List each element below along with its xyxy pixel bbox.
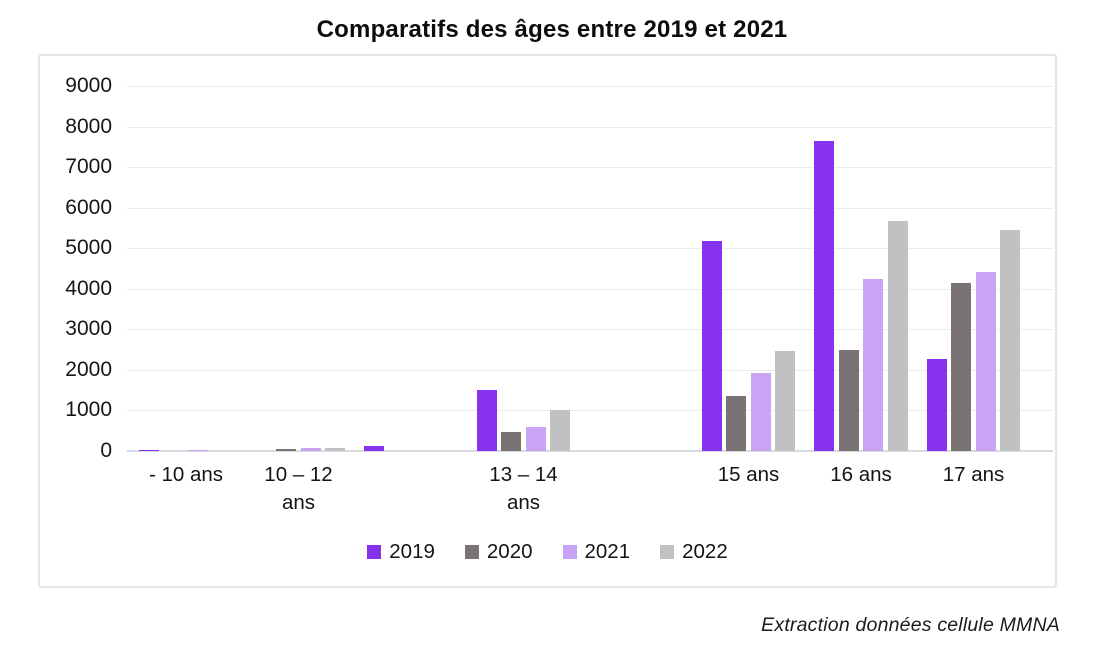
plot-area: 0 1000 2000 3000 4000 5000 6000 7000 8000 9000 - 1… bbox=[40, 56, 1055, 586]
bar-2022-slot-2 bbox=[325, 448, 346, 451]
y-tick-1000: 1000 bbox=[65, 398, 112, 422]
legend-swatch-2021 bbox=[562, 545, 577, 559]
x-label-17 ans: 17 ans bbox=[942, 463, 1005, 486]
legend-item-2020: 2020 bbox=[464, 540, 533, 564]
bar-2021-slot-6 bbox=[750, 373, 771, 451]
bar-2021-slot-8 bbox=[975, 272, 996, 451]
y-tick-5000: 5000 bbox=[65, 236, 112, 260]
y-tick-6000: 6000 bbox=[65, 195, 112, 219]
y-tick-8000: 8000 bbox=[65, 114, 112, 138]
legend-item-2021: 2021 bbox=[562, 540, 631, 564]
gridline-9000 bbox=[127, 86, 1053, 87]
bar-2020-slot-2 bbox=[276, 449, 297, 451]
bar-2021-slot-2 bbox=[300, 448, 321, 451]
legend-swatch-2022 bbox=[660, 545, 675, 559]
y-tick-0: 0 bbox=[100, 439, 112, 462]
y-tick-7000: 7000 bbox=[65, 155, 112, 179]
x-label-10 – 12 ans: 10 – 12 ans bbox=[264, 463, 333, 514]
bar-2021-slot-4 bbox=[525, 427, 546, 451]
y-tick-4000: 4000 bbox=[65, 276, 112, 300]
bar-2020-slot-4 bbox=[501, 432, 522, 451]
legend-label-2019: 2019 bbox=[389, 540, 435, 563]
gridline-5000 bbox=[127, 248, 1053, 250]
bar-2021-slot-7 bbox=[863, 279, 884, 451]
bar-2022-slot-7 bbox=[887, 221, 908, 451]
y-tick-3000: 3000 bbox=[65, 317, 112, 341]
chart-title: Comparatifs des âges entre 2019 et 2021 bbox=[316, 16, 788, 43]
gridline-3000 bbox=[127, 329, 1053, 331]
legend-swatch-2020 bbox=[464, 545, 479, 559]
legend-swatch-2019 bbox=[367, 545, 382, 559]
gridline-8000 bbox=[127, 126, 1053, 128]
bar-2021-slot-1 bbox=[188, 450, 209, 451]
gridline-4000 bbox=[127, 288, 1053, 290]
gridline-1000 bbox=[127, 410, 1053, 412]
x-label-13 – 14 ans: 13 – 14 ans bbox=[489, 463, 558, 514]
legend: 2019 2020 2021 2022 bbox=[40, 540, 1055, 564]
legend-item-2019: 2019 bbox=[367, 540, 435, 564]
bar-2020-slot-7 bbox=[838, 350, 859, 451]
bar-2020-slot-6 bbox=[726, 396, 747, 451]
gridline-7000 bbox=[127, 167, 1053, 169]
chart-frame: 0 1000 2000 3000 4000 5000 6000 7000 8000 9000 - 1… bbox=[38, 54, 1057, 588]
gridline-6000 bbox=[127, 207, 1053, 209]
bar-2020-slot-8 bbox=[951, 283, 972, 451]
y-tick-9000: 9000 bbox=[65, 74, 112, 97]
legend-label-2020: 2020 bbox=[486, 540, 533, 563]
bar-2019-slot-1 bbox=[139, 450, 160, 451]
bar-2019-slot-7 bbox=[814, 141, 835, 451]
source-note: Extraction données cellule MMNA bbox=[761, 614, 1060, 636]
legend-label-2022: 2022 bbox=[682, 540, 728, 563]
gridline-2000 bbox=[127, 369, 1053, 371]
bar-2022-slot-6 bbox=[775, 351, 796, 451]
bar-2022-slot-8 bbox=[1000, 230, 1021, 451]
y-tick-2000: 2000 bbox=[65, 357, 112, 381]
gridline-0 bbox=[127, 450, 1053, 452]
bar-2022-slot-4 bbox=[550, 410, 571, 451]
bar-2019-slot-3 bbox=[364, 446, 385, 451]
x-label-16 ans: 16 ans bbox=[830, 463, 892, 486]
legend-label-2021: 2021 bbox=[584, 540, 631, 563]
bar-2019-slot-8 bbox=[926, 359, 947, 451]
x-label-15 ans: 15 ans bbox=[717, 463, 780, 486]
legend-item-2022: 2022 bbox=[660, 540, 728, 564]
bar-2019-slot-6 bbox=[701, 241, 722, 451]
x-label-- 10 ans: - 10 ans bbox=[148, 463, 224, 486]
bar-2019-slot-4 bbox=[476, 390, 497, 451]
